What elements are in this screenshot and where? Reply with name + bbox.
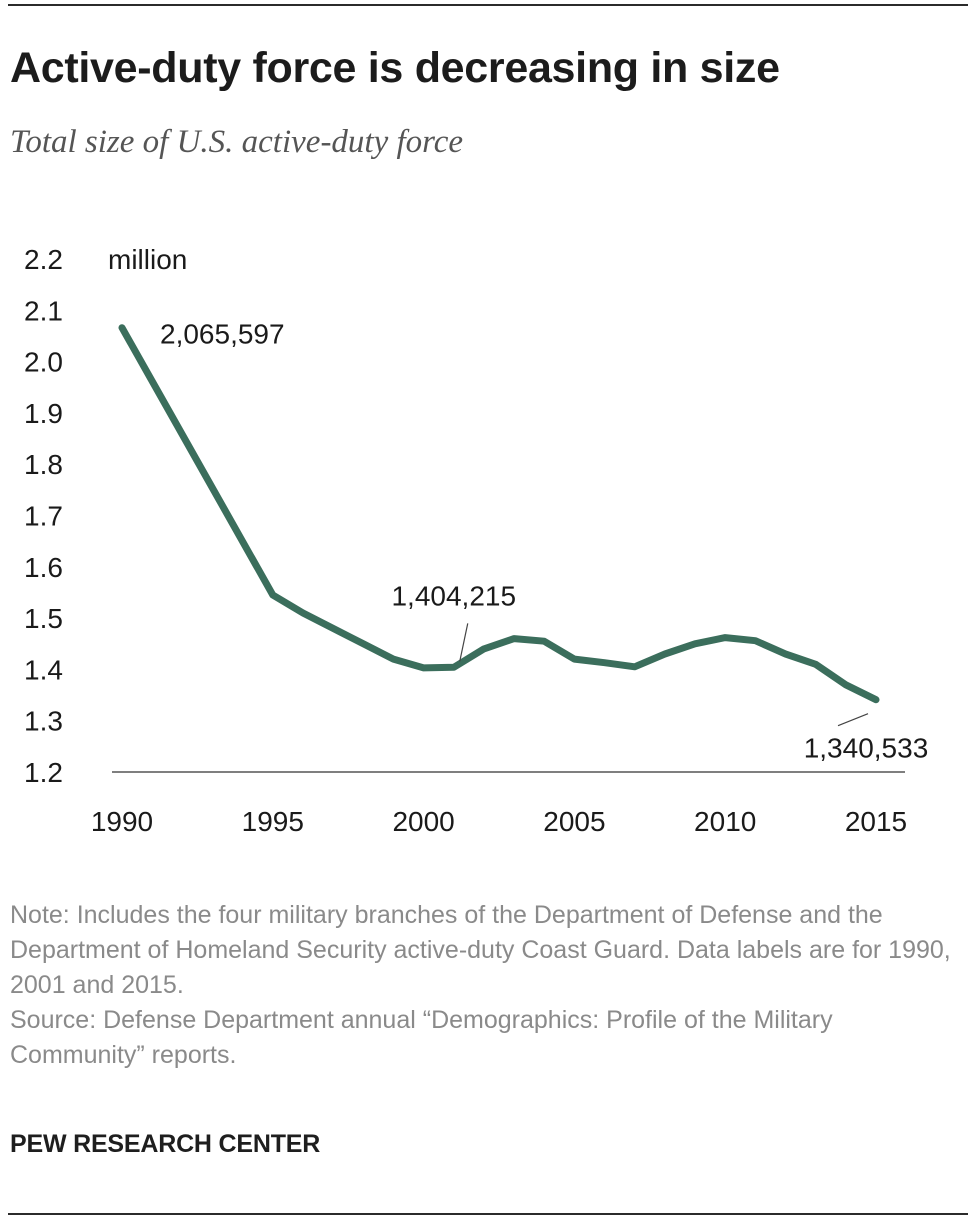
data-label: 1,404,215 xyxy=(391,580,516,611)
bottom-rule xyxy=(8,1213,968,1215)
y-unit-label: million xyxy=(108,244,187,275)
y-tick-label: 1.4 xyxy=(24,654,63,685)
series-line-active-duty xyxy=(118,324,880,704)
y-tick-label: 1.2 xyxy=(24,757,63,788)
top-rule xyxy=(8,4,968,6)
y-tick-label: 1.3 xyxy=(24,706,63,737)
y-tick-label: 2.0 xyxy=(24,347,63,378)
annotation-leader xyxy=(837,713,869,727)
x-tick-label: 2015 xyxy=(845,806,907,837)
y-tick-label: 2.1 xyxy=(24,295,63,326)
source-text: Source: Defense Department annual “Demog… xyxy=(10,1006,833,1069)
x-tick-label: 2010 xyxy=(694,806,756,837)
annotation-leader xyxy=(459,623,469,662)
x-tick-label: 1990 xyxy=(91,806,153,837)
credit-line: PEW RESEARCH CENTER xyxy=(10,1130,321,1158)
y-tick-label: 2.2 xyxy=(24,244,63,275)
x-tick-label: 2000 xyxy=(392,806,454,837)
x-axis-ticks: 1990 1995 2000 2005 2010 2015 xyxy=(91,806,907,837)
notes-block: Note: Includes the four military branche… xyxy=(10,898,960,1073)
line-chart: 1.2 1.3 1.4 1.5 1.6 1.7 1.8 1.9 2.0 2.1 2.2 millio… xyxy=(24,244,928,837)
note-text: Note: Includes the four military branche… xyxy=(10,901,951,999)
y-tick-label: 1.8 xyxy=(24,449,63,480)
data-label: 1,340,533 xyxy=(804,733,929,764)
chart-title: Active-duty force is decreasing in size xyxy=(10,44,780,92)
y-tick-label: 1.7 xyxy=(24,501,63,532)
y-tick-label: 1.9 xyxy=(24,398,63,429)
data-label: 2,065,597 xyxy=(160,319,285,350)
y-axis-ticks: 1.2 1.3 1.4 1.5 1.6 1.7 1.8 1.9 2.0 2.1 2.2 xyxy=(24,244,63,788)
y-tick-label: 1.6 xyxy=(24,552,63,583)
y-tick-label: 1.5 xyxy=(24,603,63,634)
x-tick-label: 1995 xyxy=(242,806,304,837)
data-label-annotations: 2,065,597 1,404,215 1,340,533 xyxy=(160,319,928,764)
x-tick-label: 2005 xyxy=(543,806,605,837)
chart-subtitle: Total size of U.S. active-duty force xyxy=(10,124,464,160)
